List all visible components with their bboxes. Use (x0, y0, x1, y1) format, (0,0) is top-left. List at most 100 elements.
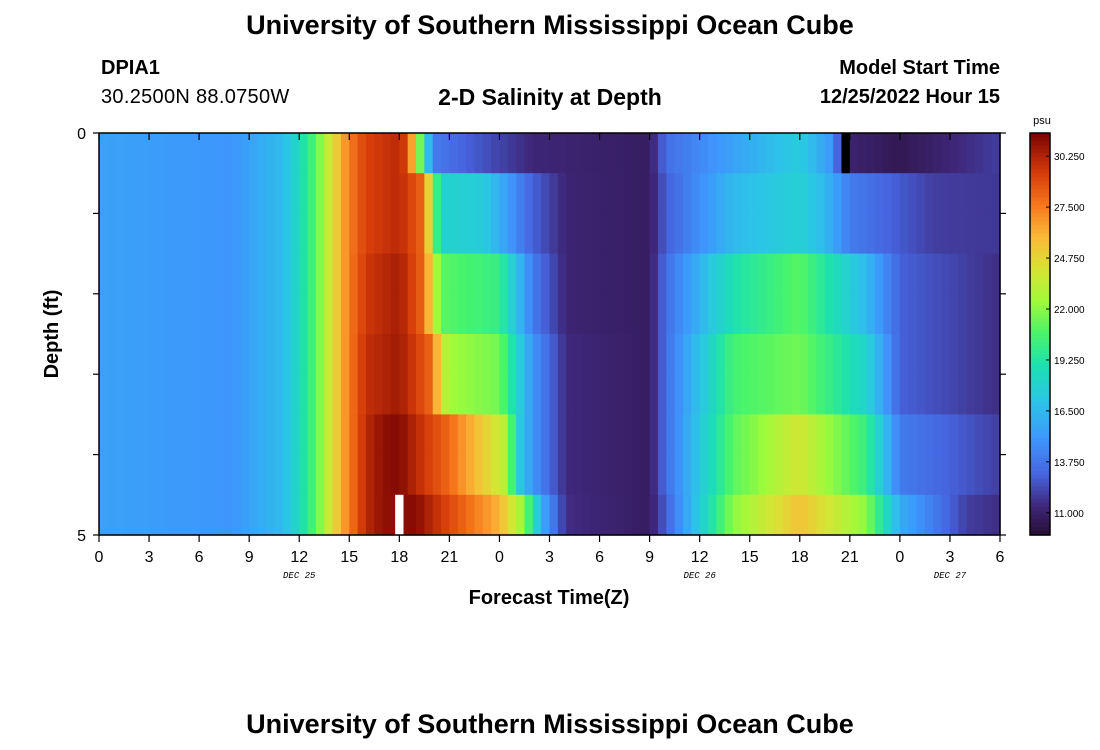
heatmap-cell (624, 334, 634, 375)
heatmap-cell (174, 133, 184, 174)
heatmap-cell (733, 334, 742, 375)
heatmap-cell (374, 293, 384, 335)
heatmap-cell (549, 374, 559, 415)
heatmap-cell (833, 494, 843, 536)
heatmap-cell (165, 213, 175, 255)
heatmap-cell (365, 293, 375, 335)
heatmap-cell (299, 253, 309, 295)
heatmap-cell (199, 414, 209, 456)
heatmap-cell (457, 173, 467, 214)
heatmap-cell (449, 133, 459, 174)
heatmap-cell (674, 454, 684, 496)
heatmap-cell (574, 213, 584, 255)
heatmap-cell (265, 133, 275, 174)
heatmap-cell (274, 454, 284, 496)
heatmap-cell (407, 293, 417, 335)
heatmap-cell (190, 334, 200, 375)
heatmap-cell (274, 213, 284, 255)
heatmap-cell (474, 213, 484, 255)
heatmap-cell (624, 414, 634, 456)
heatmap-cell (315, 133, 325, 174)
heatmap-cell (157, 454, 167, 496)
heatmap-cell (315, 253, 325, 295)
heatmap-cell (99, 253, 108, 295)
heatmap-cell (557, 213, 567, 255)
heatmap-cell (933, 293, 943, 335)
heatmap-cell (833, 454, 843, 496)
heatmap-cell (224, 494, 234, 536)
heatmap-cell (466, 374, 476, 415)
heatmap-cell (215, 293, 225, 335)
heatmap-cell (374, 213, 384, 255)
heatmap-cell (115, 414, 125, 456)
colorbar-segment (1030, 338, 1050, 343)
heatmap-cell (482, 414, 492, 456)
heatmap-cell (207, 213, 217, 255)
heatmap-cell (441, 454, 450, 496)
heatmap-cell (591, 494, 601, 536)
heatmap-cell (582, 334, 592, 375)
heatmap-cell (299, 454, 309, 496)
heatmap-cell (766, 133, 776, 174)
heatmap-cell (240, 213, 250, 255)
heatmap-cell (249, 293, 259, 335)
heatmap-cell (833, 374, 843, 415)
heatmap-cell (541, 213, 551, 255)
heatmap-cell (858, 494, 868, 536)
heatmap-cell (541, 293, 551, 335)
colorbar-segment (1030, 378, 1050, 383)
heatmap-cell (841, 374, 851, 415)
heatmap-cell (866, 374, 876, 415)
heatmap-cell (516, 494, 526, 536)
x-tick-label: 9 (245, 549, 254, 566)
heatmap-cell (549, 494, 559, 536)
heatmap-cell (290, 253, 300, 295)
heatmap-cell (424, 374, 434, 415)
heatmap-cell (265, 173, 275, 214)
heatmap-cell (374, 374, 384, 415)
heatmap-cell (549, 334, 559, 375)
colorbar-segment (1030, 478, 1050, 484)
heatmap-cell (666, 494, 676, 536)
heatmap-cell (833, 253, 843, 295)
heatmap-cell (741, 454, 751, 496)
heatmap-cell (699, 494, 709, 536)
colorbar-segment (1030, 518, 1050, 524)
heatmap-cell (708, 454, 717, 496)
heatmap-cell (407, 374, 417, 415)
heatmap-cell (582, 494, 592, 536)
heatmap-cell (382, 293, 392, 335)
colorbar-segment (1030, 305, 1050, 311)
heatmap-cell (449, 374, 459, 415)
x-tick-label: 21 (841, 549, 859, 566)
heatmap-cell (624, 494, 634, 536)
colorbar-segment (1030, 446, 1050, 452)
heatmap-cell (774, 133, 784, 174)
heatmap-cell (607, 374, 617, 415)
heatmap-cell (149, 454, 158, 496)
heatmap-cell (499, 293, 509, 335)
heatmap-cell (507, 253, 517, 295)
heatmap-cell (991, 414, 1001, 456)
heatmap-cell (140, 253, 150, 295)
heatmap-cell (240, 414, 250, 456)
heatmap-cell (549, 253, 559, 295)
heatmap-cell (374, 334, 384, 375)
heatmap-cell (674, 293, 684, 335)
heatmap-cell (115, 213, 125, 255)
heatmap-cell (708, 133, 717, 174)
heatmap-cell (441, 494, 450, 536)
heatmap-cell (958, 414, 968, 456)
heatmap-cell (749, 374, 759, 415)
heatmap-cell (466, 253, 476, 295)
x-tick-label: 18 (390, 549, 408, 566)
heatmap-cell (432, 133, 442, 174)
heatmap-cell (574, 173, 584, 214)
heatmap-cell (641, 213, 651, 255)
heatmap-cell (816, 374, 826, 415)
heatmap-cell (607, 454, 617, 496)
heatmap-cell (591, 213, 601, 255)
heatmap-cell (599, 494, 609, 536)
heatmap-cell (516, 414, 526, 456)
heatmap-cell (699, 454, 709, 496)
